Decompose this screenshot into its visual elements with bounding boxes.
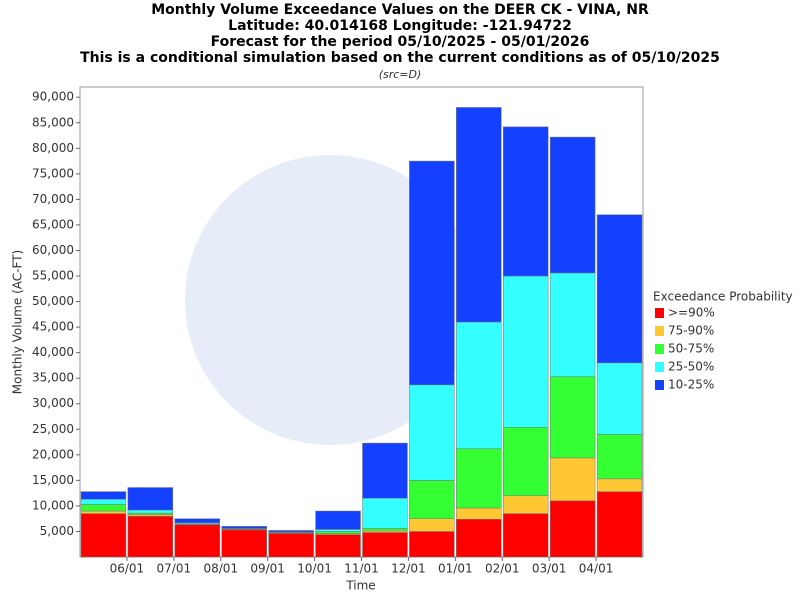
y-tick-label: 15,000 [32,473,74,487]
legend-label: >=90% [668,306,715,320]
bar-segment [596,491,643,558]
bar-segment [596,362,643,435]
bar-segment [268,533,314,558]
chart-title: Monthly Volume Exceedance Values on the … [151,2,649,18]
bar-segment [409,518,455,532]
bar-segment [409,480,455,519]
bar-segment [127,509,174,514]
bar-segment [80,513,127,558]
legend-swatch [655,380,664,390]
y-tick-label: 30,000 [32,396,74,410]
y-tick-label: 60,000 [32,243,74,257]
y-tick-label: 75,000 [32,166,74,180]
bar-segment [221,529,267,558]
bar-segment [596,434,643,480]
subtitle: Forecast for the period 05/10/2025 - 05/… [211,34,590,50]
bar-segment [315,529,361,532]
bar-segment [80,504,127,512]
bar-segment [315,531,361,534]
bar-segment [362,442,408,499]
legend-swatch [655,326,664,336]
x-tick-label: 08/01 [203,562,238,576]
bar-segment [409,160,455,386]
bar-segment [456,321,502,449]
y-tick-label: 65,000 [32,217,74,231]
watermark [185,155,475,445]
bar-segment [456,448,502,509]
bar-segment [409,384,455,481]
bar-segment [549,272,596,377]
bar-segment [80,499,127,505]
y-axis-label: Monthly Volume (AC-FT) [11,250,25,394]
bar-segment [268,530,314,533]
legend-label: 25-50% [668,360,714,374]
legend-label: 75-90% [668,324,714,338]
bar-segment [127,487,174,511]
legend-swatch [655,344,664,354]
bar-segment [456,518,502,558]
bar-segment [221,526,267,529]
subtitle: Latitude: 40.014168 Longitude: -121.9472… [228,18,572,34]
bar-segment [362,498,408,529]
bar-segment [549,136,596,274]
bar-segment [596,478,643,492]
y-tick-label: 5,000 [40,524,74,538]
bar-segment [80,491,127,500]
bar-segment [315,534,361,558]
y-tick-label: 40,000 [32,345,74,359]
bar-segment [503,513,549,558]
bar-segment [549,376,596,459]
source: (src=D) [379,68,422,81]
y-tick-label: 25,000 [32,422,74,436]
x-tick-label: 09/01 [250,562,285,576]
legend-swatch [655,362,664,372]
x-tick-label: 12/01 [391,562,426,576]
bar-segment [503,275,549,428]
y-tick-label: 55,000 [32,269,74,283]
x-tick-label: 02/01 [485,562,520,576]
bar-segment [549,500,596,558]
y-tick-label: 20,000 [32,447,74,461]
x-tick-label: 03/01 [532,562,567,576]
bar-segment [503,426,549,496]
y-tick-label: 45,000 [32,320,74,334]
y-tick-label: 90,000 [32,90,74,104]
y-tick-label: 35,000 [32,371,74,385]
bar-segment [549,457,596,502]
bar-segment [456,107,502,323]
y-tick-label: 70,000 [32,192,74,206]
bar-segment [409,531,455,558]
bar-segment [596,214,643,364]
bar-segment [127,515,174,558]
legend-swatch [655,308,664,318]
subtitle: This is a conditional simulation based o… [80,50,720,66]
y-tick-label: 80,000 [32,141,74,155]
bar-segment [503,495,549,514]
bar-segment [315,510,361,530]
y-tick-label: 85,000 [32,115,74,129]
bar-segment [80,510,127,514]
y-tick-label: 10,000 [32,498,74,512]
legend-label: 50-75% [668,342,714,356]
bar-segment [174,518,220,524]
legend-title: Exceedance Probability [653,290,793,304]
bar-segment [503,126,549,277]
y-tick-label: 50,000 [32,294,74,308]
x-axis-label: Time [345,579,375,593]
x-tick-label: 07/01 [157,562,192,576]
bar-segment [174,524,220,558]
x-tick-label: 06/01 [110,562,145,576]
legend-label: 10-25% [668,378,714,392]
bar-segment [362,528,408,532]
x-tick-label: 01/01 [438,562,473,576]
x-tick-label: 10/01 [297,562,332,576]
x-tick-label: 04/01 [579,562,614,576]
bar-segment [362,532,408,558]
bar-segment [456,507,502,520]
x-tick-label: 11/01 [344,562,379,576]
